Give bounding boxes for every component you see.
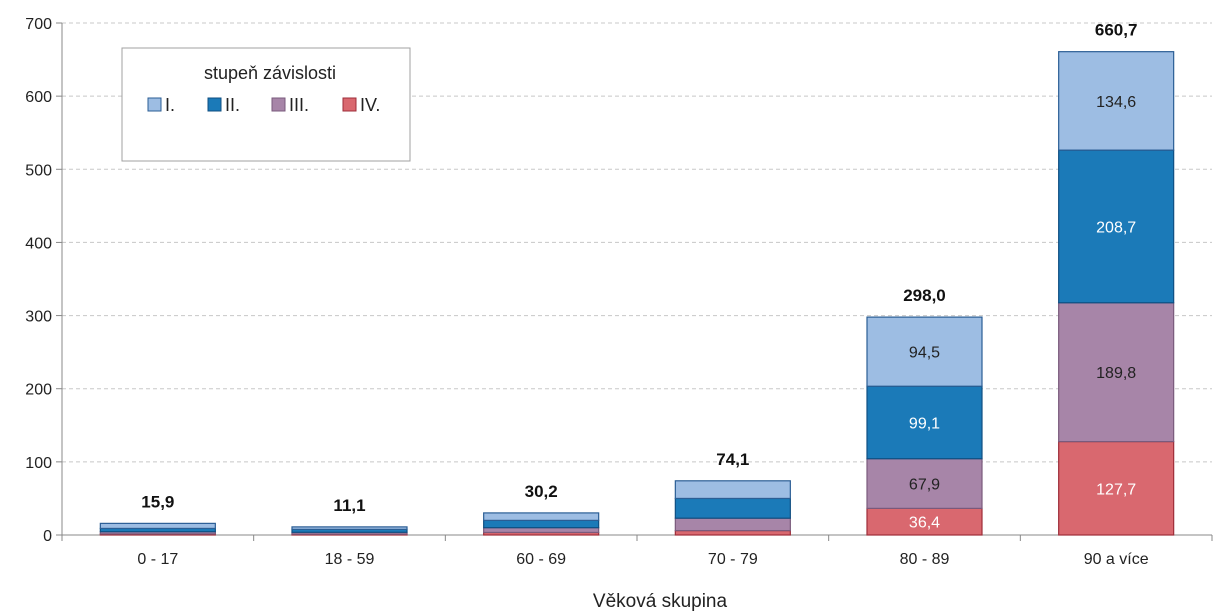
x-tick-label: 70 - 79 (708, 551, 758, 568)
bar-segment (866, 316, 983, 387)
bar-segment (674, 530, 791, 536)
bar-segment (674, 517, 791, 532)
y-tick-label: 0 (43, 528, 52, 545)
bar-total-label: 15,9 (141, 492, 174, 511)
legend-entries: I. II. III. IV. (147, 95, 380, 115)
legend-box (121, 47, 411, 162)
segment-value-label: 134,6 (1096, 94, 1136, 111)
x-tick-label: 18 - 59 (325, 551, 375, 568)
segment-value-label: 36,4 (909, 515, 940, 532)
bar-segment (674, 497, 791, 519)
bar-segment (1058, 51, 1175, 151)
legend-entry-label: II. (225, 95, 240, 115)
bar-segment (866, 385, 983, 460)
segment-value-label: 67,9 (909, 477, 940, 494)
segment-value-label: 189,8 (1096, 365, 1136, 382)
segment-value-label: 208,7 (1096, 219, 1136, 236)
legend-entry-label: I. (165, 95, 175, 115)
bar-segment (291, 526, 408, 530)
legend-swatch (271, 97, 286, 112)
bars (99, 51, 1175, 536)
legend-title: stupeň závislosti (204, 63, 336, 83)
bar-segment (1058, 302, 1175, 443)
segment-value-label: 99,1 (909, 415, 940, 432)
segment-value-label: 94,5 (909, 345, 940, 362)
legend: stupeň závislosti I. II. III. IV. (121, 47, 411, 162)
y-tick-label: 600 (25, 89, 52, 106)
legend-swatch (207, 97, 222, 112)
grid-lines (62, 22, 1212, 463)
bar-segment (483, 527, 600, 534)
bar-segment (1058, 440, 1175, 536)
bar-segment (866, 507, 983, 536)
x-tick-label: 0 - 17 (137, 551, 178, 568)
bar-total-label: 74,1 (716, 450, 749, 469)
x-tick-label: 80 - 89 (900, 551, 950, 568)
legend-swatch (342, 97, 357, 112)
x-tick-label: 60 - 69 (516, 551, 566, 568)
y-tick-label: 700 (25, 16, 52, 33)
legend-entry-label: III. (289, 95, 309, 115)
axes: 0 100 200 300 400 500 600 700 0 - 17 18 - 59 60 - … (25, 16, 1213, 568)
y-tick-label: 300 (25, 309, 52, 326)
y-tick-label: 400 (25, 235, 52, 252)
bar-segment (1058, 149, 1175, 304)
y-tick-label: 500 (25, 162, 52, 179)
bar-segment (674, 480, 791, 500)
legend-swatch (147, 97, 162, 112)
x-axis-title: Věková skupina (593, 591, 728, 612)
bar-segment (483, 519, 600, 529)
bar-total-label: 11,1 (333, 496, 365, 515)
bar-total-label: 660,7 (1095, 21, 1138, 40)
bar-segment (99, 522, 216, 530)
bar-segment (483, 512, 600, 521)
data-labels: 15,9 11,1 30,2 74,1 36,4 67,9 99,1 94,5 298,0 127… (141, 21, 1137, 532)
bar-segment (866, 458, 983, 509)
bar-total-label: 298,0 (903, 286, 946, 305)
bar-total-label: 30,2 (525, 482, 558, 501)
x-tick-label: 90 a více (1084, 551, 1149, 568)
y-tick-label: 100 (25, 455, 52, 472)
legend-entry-label: IV. (360, 95, 380, 115)
y-tick-label: 200 (25, 382, 52, 399)
segment-value-label: 127,7 (1096, 481, 1136, 498)
